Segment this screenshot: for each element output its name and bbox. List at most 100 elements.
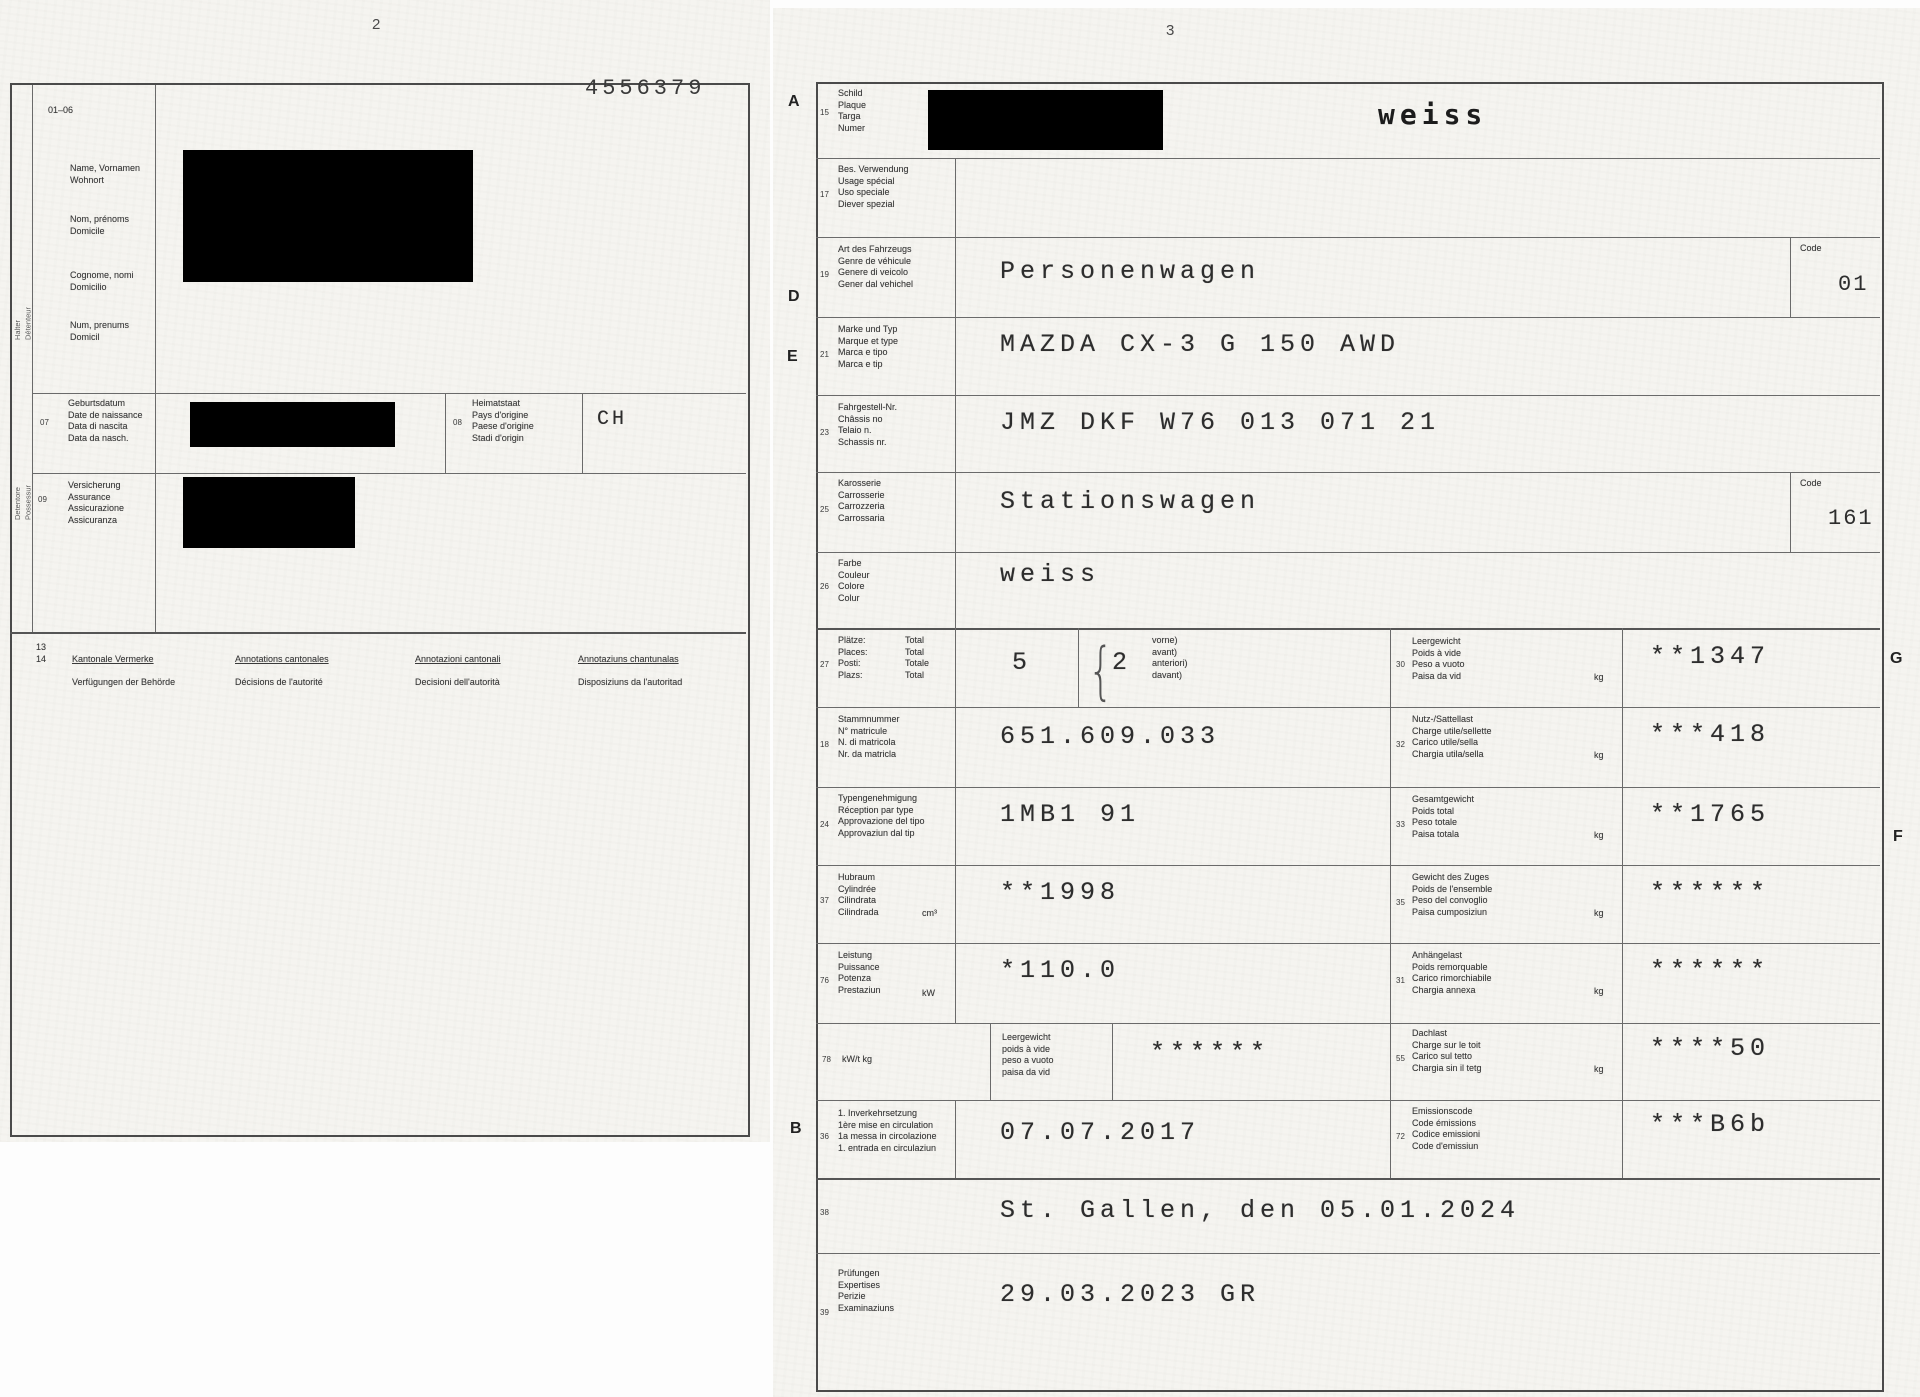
row09-top-border — [32, 473, 746, 474]
field-number-25: 25 — [820, 505, 829, 514]
margin-letter-g: G — [1890, 650, 1903, 667]
total-weight-unit: kg — [1594, 830, 1604, 840]
emission-code-label: Emissionscode Code émissions Codice emis… — [1412, 1106, 1481, 1151]
special-use-label: Bes. Verwendung Usage spécial Uso specia… — [838, 164, 909, 209]
sidebar-vertical-label-top: Halter Détenteur — [13, 307, 33, 340]
field-number-27: 27 — [820, 660, 829, 669]
cantonal-col-fr: Annotations cantonales Décisions de l'au… — [235, 642, 329, 688]
r15-bottom — [816, 158, 1880, 159]
margin-letter-f: F — [1893, 828, 1903, 845]
field-number-32: 32 — [1396, 740, 1405, 749]
roof-load-label: Dachlast Charge sur le toit Carico sul t… — [1412, 1028, 1482, 1073]
field-number-26: 26 — [820, 582, 829, 591]
right-page — [773, 8, 1920, 1397]
r19-bottom — [816, 317, 1880, 318]
r21-bottom — [816, 395, 1880, 396]
code-divider-r19 — [1790, 237, 1791, 317]
power-unit: kW — [922, 988, 935, 998]
redacted-birthdate — [190, 402, 395, 447]
kwt-cell-divider-2 — [1112, 1023, 1113, 1100]
owner-label-it: Cognome, nomi Domicilio — [70, 270, 134, 292]
insurance-label: Versicherung Assurance Assicurazione Ass… — [68, 480, 125, 525]
field-number-15: 15 — [820, 108, 829, 117]
body-type-value: Stationswagen — [1000, 487, 1261, 516]
train-weight-value: ****** — [1650, 878, 1771, 907]
field-number-78: 78 — [822, 1055, 831, 1064]
right-value-divider — [1622, 628, 1623, 1178]
field-number-33: 33 — [1396, 820, 1405, 829]
vehicle-kind-label: Art des Fahrzeugs Genre de véhicule Gene… — [838, 244, 914, 289]
cantonal-top-border — [10, 632, 746, 634]
vehicle-kind-code-value: 01 — [1838, 272, 1869, 297]
code-divider-r25 — [1790, 472, 1791, 552]
field-number-21: 21 — [820, 350, 829, 359]
margin-letter-e: E — [787, 348, 798, 365]
field-number-09: 09 — [38, 495, 47, 504]
r17-bottom — [816, 237, 1880, 238]
seats-total-label: Total Total Totale Total — [905, 635, 930, 680]
r25-bottom — [816, 552, 1880, 553]
field-number-31: 31 — [1396, 976, 1405, 985]
right-table-border — [816, 82, 1884, 1392]
inspections-label: Prüfungen Expertises Perizie Examinaziun… — [838, 1268, 895, 1313]
r26-bottom — [816, 628, 1880, 630]
make-type-value: MAZDA CX-3 G 150 AWD — [1000, 330, 1401, 359]
towing-weight-unit: kg — [1594, 986, 1604, 996]
color-value: weiss — [1000, 560, 1101, 589]
field-number-19: 19 — [820, 270, 829, 279]
margin-letter-a: A — [788, 93, 800, 110]
r78-bottom — [816, 1100, 1880, 1101]
seats-brace: { — [1088, 636, 1114, 708]
make-type-label: Marke und Typ Marque et type Marca e tip… — [838, 324, 899, 369]
origin-country-value: CH — [597, 408, 628, 431]
roof-load-unit: kg — [1594, 1064, 1604, 1074]
label-value-divider-lower — [955, 1100, 956, 1178]
empty-weight-unit: kg — [1594, 672, 1604, 682]
type-approval-label: Typengenehmigung Réception par type Appr… — [838, 793, 925, 838]
owner-label-de: Name, Vornamen Wohnort — [70, 163, 141, 185]
r18-bottom — [816, 787, 1880, 788]
r36-bottom — [816, 1178, 1880, 1180]
split-divider — [1390, 628, 1391, 1178]
total-weight-value: **1765 — [1650, 800, 1771, 829]
left-page-number: 2 — [372, 16, 381, 33]
train-weight-label: Gewicht des Zuges Poids de l'ensemble Pe… — [1412, 872, 1493, 917]
field-range-label: 01–06 — [48, 105, 74, 115]
cantonal-col-it-sub: Decisioni dell'autorità — [415, 676, 500, 687]
cantonal-col-fr-head: Annotations cantonales — [235, 653, 329, 664]
margin-letter-b: B — [790, 1120, 802, 1137]
plaetze-inner-divider — [1078, 628, 1079, 707]
cantonal-col-it-head: Annotazioni cantonali — [415, 653, 501, 664]
r23-bottom — [816, 472, 1880, 473]
first-registration-value: 07.07.2017 — [1000, 1118, 1201, 1147]
cantonal-col-de: Kantonale Vermerke Verfügungen der Behör… — [72, 642, 175, 688]
plate-label: Schild Plaque Targa Numer — [838, 88, 867, 133]
cantonal-field-numbers: 13 14 — [36, 642, 47, 664]
field-number-35: 35 — [1396, 898, 1405, 907]
cantonal-col-de-head: Kantonale Vermerke — [72, 653, 154, 664]
field-number-36: 36 — [820, 1132, 829, 1141]
payload-value: ***418 — [1650, 720, 1771, 749]
cantonal-col-fr-sub: Décisions de l'autorité — [235, 676, 323, 687]
left-owner-divider — [155, 85, 156, 632]
redacted-owner-name — [183, 150, 473, 282]
field-number-38: 38 — [820, 1208, 829, 1217]
birthdate-label: Geburtsdatum Date de naissance Data di n… — [68, 398, 143, 443]
margin-letter-d: D — [788, 288, 800, 305]
matriculation-label: Stammnummer N° matricule N. di matricola… — [838, 714, 900, 759]
seats-total-value: 5 — [1012, 648, 1033, 677]
cantonal-col-it: Annotazioni cantonali Decisioni dell'aut… — [415, 642, 501, 688]
emission-code-value: ***B6b — [1650, 1110, 1771, 1139]
empty-weight-label: Leergewicht Poids à vide Peso a vuoto Pa… — [1412, 636, 1465, 681]
seats-front-value: 2 — [1112, 648, 1133, 677]
body-type-code-value: 161 — [1828, 506, 1874, 531]
first-registration-label: 1. Inverkehrsetzung 1ère mise en circula… — [838, 1108, 937, 1153]
r27-bottom — [816, 707, 1880, 708]
body-type-code-label: Code — [1800, 478, 1822, 488]
vehicle-color-header: weiss — [1378, 98, 1488, 131]
row07-divider-2 — [582, 393, 583, 473]
r24-bottom — [816, 865, 1880, 866]
row07-divider-1 — [445, 393, 446, 473]
field-number-18: 18 — [820, 740, 829, 749]
